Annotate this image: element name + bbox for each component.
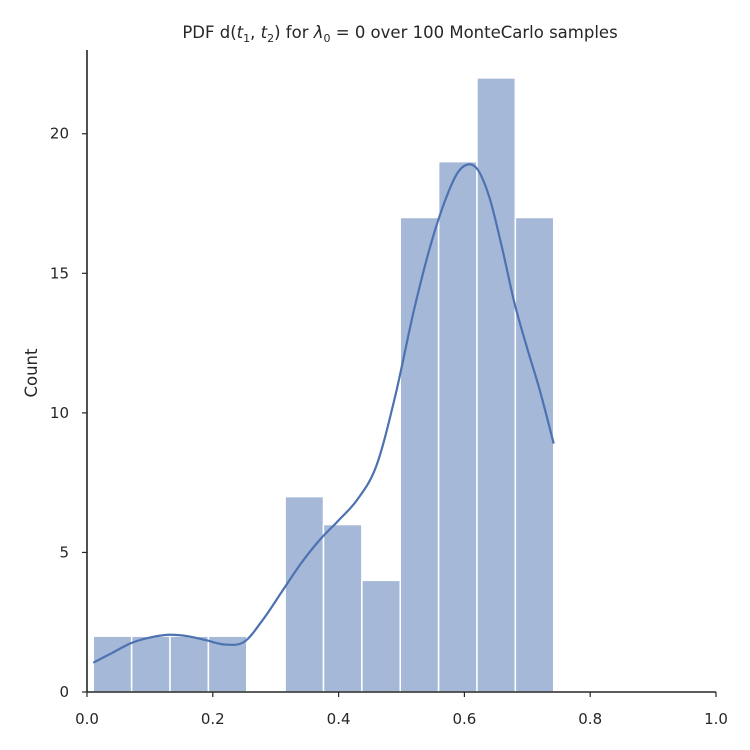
x-tick-label-2: 0.4 (327, 710, 351, 728)
histogram-bar-5 (284, 495, 325, 693)
x-ticks: 0.0 0.2 0.4 0.6 0.8 1.0 (75, 692, 728, 728)
y-tick-label-3: 15 (50, 264, 69, 282)
y-ticks: 0 5 10 15 20 (50, 125, 87, 701)
x-tick-label-1: 0.2 (201, 710, 225, 728)
histogram-bars (92, 77, 555, 693)
x-tick-label-4: 0.8 (578, 710, 602, 728)
kde-curve (92, 163, 555, 664)
histogram-bar-8 (399, 216, 440, 693)
histogram-bar-10 (476, 77, 517, 693)
x-tick-label-3: 0.6 (452, 710, 476, 728)
y-tick-label-4: 20 (50, 125, 69, 143)
x-tick-label-0: 0.0 (75, 710, 99, 728)
histogram-bar-11 (514, 216, 555, 693)
histogram-bar-6 (322, 523, 363, 693)
histogram-bar-9 (437, 160, 478, 693)
x-tick-label-5: 1.0 (704, 710, 728, 728)
histogram-bar-2 (169, 635, 210, 693)
y-tick-label-1: 5 (59, 543, 69, 561)
y-axis-label: Count (22, 348, 41, 398)
y-tick-label-2: 10 (50, 404, 69, 422)
y-tick-label-0: 0 (59, 683, 69, 701)
histogram-bar-7 (361, 579, 401, 693)
chart-title: PDF d(t1, t2) for λ0 = 0 over 100 MonteC… (182, 23, 617, 45)
histogram-bar-1 (130, 635, 171, 693)
